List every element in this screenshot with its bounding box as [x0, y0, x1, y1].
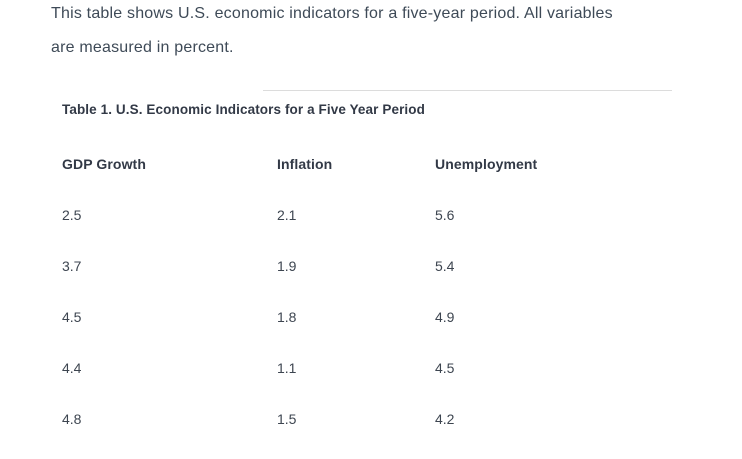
table-cell: 2.5: [62, 206, 82, 223]
intro-line-1: This table shows U.S. economic indicator…: [51, 5, 613, 22]
column-header-unemployment: Unemployment: [435, 156, 538, 172]
table-cell: 1.5: [277, 410, 297, 427]
table-cell: 5.4: [435, 257, 455, 274]
table-cell: 1.8: [277, 308, 297, 325]
table-cell: 3.7: [62, 257, 82, 274]
table-cell: 4.9: [435, 308, 455, 325]
table-cell: 4.8: [62, 410, 82, 427]
economic-indicators-table: GDP Growth Inflation Unemployment 2.5 2.…: [62, 139, 635, 444]
table-cell: 4.4: [62, 359, 82, 376]
column-header-inflation: Inflation: [277, 156, 333, 172]
table-cell: 1.1: [277, 359, 297, 376]
intro-line-2: are measured in percent.: [51, 39, 234, 56]
table-cell: 2.1: [277, 206, 297, 223]
table-cell: 4.2: [435, 410, 455, 427]
table-caption: Table 1. U.S. Economic Indicators for a …: [62, 102, 425, 117]
section-divider: [263, 90, 672, 91]
intro-paragraph: This table shows U.S. economic indicator…: [51, 0, 613, 65]
table-cell: 4.5: [435, 359, 455, 376]
table-cell: 5.6: [435, 206, 455, 223]
table-cell: 4.5: [62, 308, 82, 325]
column-header-gdp-growth: GDP Growth: [62, 156, 146, 172]
table-cell: 1.9: [277, 257, 297, 274]
